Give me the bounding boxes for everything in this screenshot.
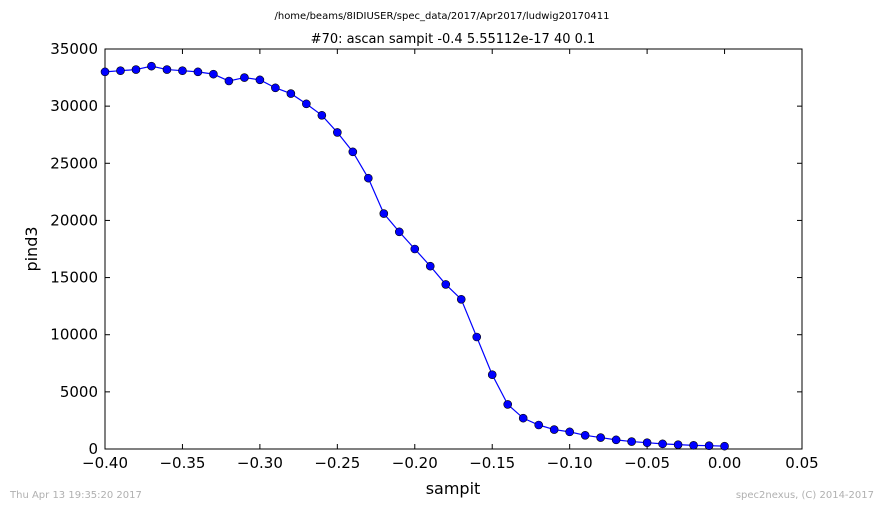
data-point <box>441 280 451 289</box>
data-point <box>364 173 373 183</box>
data-point <box>611 435 621 445</box>
data-point <box>116 66 125 76</box>
x-tick-label: −0.40 <box>82 454 128 472</box>
x-axis-label: sampit <box>426 479 481 498</box>
data-point <box>673 440 683 449</box>
data-point <box>503 400 513 409</box>
data-point <box>100 67 110 77</box>
x-tick-label: −0.30 <box>237 454 283 472</box>
series-pind3 <box>100 61 729 451</box>
data-point <box>286 89 296 98</box>
data-point <box>720 441 729 451</box>
data-point <box>689 441 698 450</box>
data-point <box>410 244 420 254</box>
plot-area <box>104 48 803 450</box>
data-point <box>178 66 187 76</box>
data-point <box>658 439 667 449</box>
y-tick-label: 5000 <box>60 383 98 401</box>
x-tick-label: 0.05 <box>785 454 818 472</box>
y-tick-label: 15000 <box>50 269 98 287</box>
x-tick-label: −0.35 <box>159 454 205 472</box>
footer-credit: spec2nexus, (C) 2014-2017 <box>736 490 874 501</box>
data-point <box>565 427 574 437</box>
data-point <box>224 76 234 86</box>
data-point <box>642 438 652 448</box>
data-point <box>472 332 482 342</box>
data-point <box>302 99 311 109</box>
x-tick-label: −0.20 <box>392 454 438 472</box>
data-point <box>425 261 435 271</box>
y-tick-label: 25000 <box>50 154 98 172</box>
y-axis-ticks: 0 5000 10000 15000 20000 25000 30000 35000 <box>50 40 802 458</box>
data-point <box>348 147 358 157</box>
y-tick-label: 0 <box>88 440 98 458</box>
data-point <box>379 209 389 218</box>
x-axis-ticks: −0.40 −0.35 −0.30 −0.25 −0.20 −0.15 −0.10 −0.05… <box>82 49 819 472</box>
data-point <box>627 437 636 446</box>
x-tick-label: 0.00 <box>708 454 741 472</box>
data-point <box>271 83 280 93</box>
data-point <box>193 67 203 77</box>
y-axis-label: pind3 <box>22 226 41 271</box>
y-tick-label: 35000 <box>50 40 98 58</box>
footer-timestamp: Thu Apr 13 19:35:20 2017 <box>9 490 142 501</box>
y-tick-label: 20000 <box>50 211 98 229</box>
data-point <box>162 65 172 74</box>
chart-title: #70: ascan sampit -0.4 5.55112e-17 40 0.… <box>311 32 596 47</box>
x-tick-label: −0.25 <box>314 454 360 472</box>
data-point <box>240 73 249 82</box>
suptitle: /home/beams/8IDIUSER/spec_data/2017/Apr2… <box>274 11 609 22</box>
data-point <box>534 420 543 430</box>
data-point <box>580 430 590 440</box>
data-point <box>704 441 714 450</box>
y-tick-label: 10000 <box>50 326 98 344</box>
data-point <box>549 425 559 434</box>
y-tick-label: 30000 <box>50 97 98 115</box>
data-point <box>596 433 605 442</box>
data-point <box>518 413 528 423</box>
data-point <box>333 128 342 137</box>
data-point <box>131 65 141 74</box>
data-point <box>487 370 497 380</box>
x-tick-label: −0.15 <box>469 454 515 472</box>
data-point <box>209 69 218 79</box>
data-point <box>317 110 327 120</box>
x-tick-label: −0.10 <box>547 454 593 472</box>
data-point <box>255 75 265 85</box>
data-point <box>456 294 466 304</box>
x-tick-label: −0.05 <box>624 454 670 472</box>
data-point <box>394 227 404 237</box>
data-point <box>147 61 156 71</box>
